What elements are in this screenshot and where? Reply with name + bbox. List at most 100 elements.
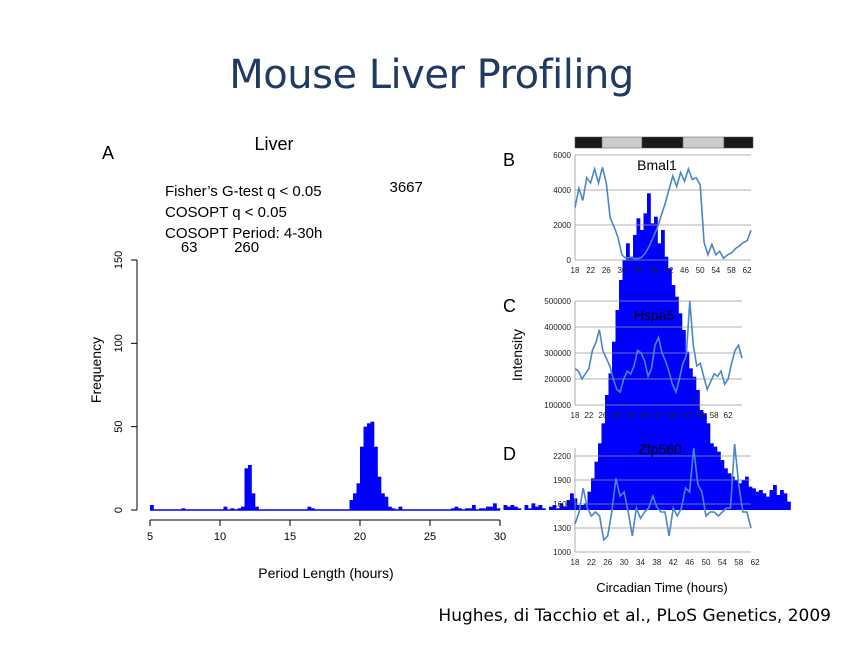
x-tick-label: 42 <box>669 558 678 567</box>
histogram-bar <box>654 216 658 511</box>
histogram-bar <box>612 341 616 510</box>
x-tick-label: 26 <box>598 411 607 420</box>
histogram-bar <box>181 508 186 510</box>
histogram-bar <box>622 260 627 510</box>
histogram-bar <box>311 508 315 510</box>
line-panel-hspa5: C 100000 200000 300000 400000 500000 18 22 26 30 3… <box>503 296 743 420</box>
line-panel-bmal1: B 0 2000 4000 6000 18 22 26 30 34 38 42 46 50 54 58 62 Bm… <box>503 150 752 275</box>
histogram-bar <box>720 460 725 510</box>
y-tick-label: 4000 <box>553 186 571 195</box>
y-tick-label: 150 <box>113 251 125 269</box>
histogram-bar <box>636 218 641 510</box>
histogram-bar <box>374 446 378 510</box>
histogram-bar <box>465 508 469 510</box>
light-phase-segment <box>682 136 725 149</box>
histogram-bar <box>255 506 259 510</box>
histogram-bar <box>752 488 756 510</box>
histogram-bar <box>615 310 620 510</box>
histogram-bar <box>563 506 567 510</box>
x-tick-label: 58 <box>727 266 736 275</box>
histogram-bar <box>717 451 721 510</box>
histogram-bar <box>507 506 511 510</box>
histogram-bar <box>759 490 763 510</box>
y-tick-label: 1900 <box>553 476 571 485</box>
x-tick-label: 50 <box>696 266 705 275</box>
histogram-bar <box>692 376 697 510</box>
slide-title: Mouse Liver Profiling <box>229 52 634 98</box>
histogram-bar <box>640 230 644 510</box>
dark-phase-segment <box>723 136 754 149</box>
histogram-bar <box>657 243 662 510</box>
histogram-bar <box>741 480 746 510</box>
histogram-bar <box>773 485 777 510</box>
x-tick-label: 46 <box>680 266 689 275</box>
panel-label-a: A <box>102 143 114 163</box>
y-tick-label: 50 <box>113 421 125 433</box>
y-axis-label: Frequency <box>88 337 104 403</box>
histogram-bar <box>496 508 501 510</box>
histogram-bar <box>388 506 392 510</box>
histogram-bar <box>381 493 385 510</box>
histogram-bar <box>244 468 249 510</box>
histogram-bar <box>356 483 361 510</box>
histogram-bar <box>237 508 242 510</box>
x-tick-label: 30 <box>617 266 626 275</box>
x-tick-label: 34 <box>626 411 635 420</box>
histogram-bar <box>458 508 462 510</box>
histogram-bar <box>619 280 623 510</box>
x-tick-label: 62 <box>743 266 752 275</box>
y-tick-label: 0 <box>567 256 572 265</box>
histogram-bar <box>769 490 774 510</box>
histogram-bar <box>570 493 574 510</box>
histogram-bar <box>584 503 588 510</box>
histogram-bar <box>762 493 767 510</box>
x-tick-label: 18 <box>571 411 580 420</box>
x-tick-label: 30 <box>620 558 629 567</box>
histogram-bar <box>353 493 357 510</box>
intensity-axis-label: Intensity <box>509 329 525 381</box>
series-label: Bmal1 <box>637 157 677 173</box>
histogram-bar <box>503 505 508 510</box>
histogram-bar <box>699 410 704 510</box>
histogram-bar <box>489 506 494 510</box>
histogram-bars <box>150 193 791 511</box>
histogram-bar <box>706 423 711 510</box>
y-tick-label: 1300 <box>553 524 571 533</box>
histogram-bar <box>363 426 368 510</box>
y-tick-label: 200000 <box>544 375 571 384</box>
annotation-line: Fisher’s G-test q < 0.05 <box>165 183 322 200</box>
histogram-bar <box>601 423 606 510</box>
x-tick-label: 42 <box>664 266 673 275</box>
panel-label: C <box>503 296 516 316</box>
histogram-bar <box>748 486 753 510</box>
peak-label: 3667 <box>390 179 423 196</box>
x-axis-label: Period Length (hours) <box>258 565 393 581</box>
histogram-bar <box>587 491 592 510</box>
histogram-bar <box>668 268 672 510</box>
x-tick-label: 22 <box>586 266 595 275</box>
histogram-bar <box>230 508 235 510</box>
line-panel-zfp560: D 1000 1300 1600 1900 2200 18 22 26 30 34 38 42 46 50 5… <box>503 441 760 567</box>
histogram-bar <box>664 256 669 510</box>
x-tick-label: 38 <box>640 411 649 420</box>
histogram-bar <box>535 506 539 510</box>
histogram-bar <box>472 505 476 510</box>
histogram-bar <box>398 506 403 510</box>
y-tick-label: 100000 <box>544 401 571 410</box>
peak-labels: 63 260 3667 <box>181 179 423 256</box>
histogram-bar <box>745 476 749 510</box>
x-tick-label: 58 <box>710 411 719 420</box>
y-tick-label: 300000 <box>544 349 571 358</box>
histogram-bar <box>482 508 487 510</box>
annotation-line: COSOPT q < 0.05 <box>165 204 287 221</box>
histogram-bar <box>591 478 595 510</box>
histogram-bar <box>241 506 245 510</box>
x-tick-label: 26 <box>603 558 612 567</box>
histogram-bar <box>647 193 651 510</box>
histogram-bar <box>486 506 490 510</box>
histogram-bar <box>349 500 354 510</box>
x-tick-label: 54 <box>718 558 727 567</box>
series-line <box>574 443 752 542</box>
histogram-bar <box>531 503 536 510</box>
